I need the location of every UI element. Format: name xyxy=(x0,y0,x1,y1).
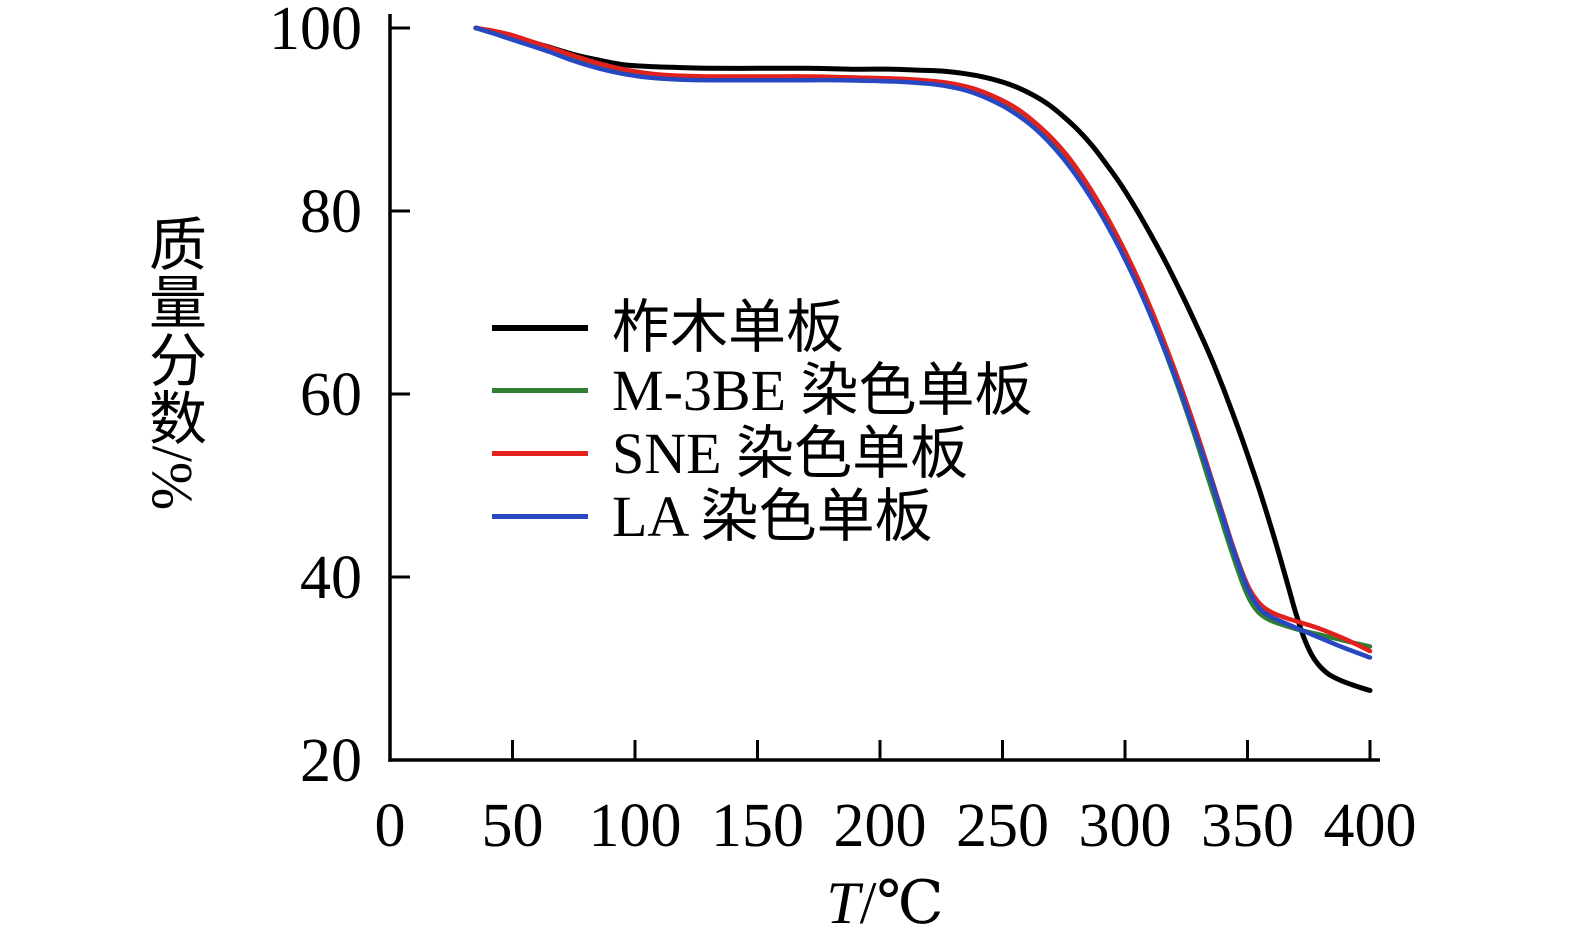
legend-item: LA 染色单板 xyxy=(492,483,1033,549)
y-axis-title-text: 质量分数/% xyxy=(140,213,205,511)
y-tick-label: 100 xyxy=(269,0,362,63)
legend-line-sample xyxy=(492,324,588,331)
x-tick-label: 300 xyxy=(1079,792,1172,860)
legend-label: M-3BE 染色单板 xyxy=(612,357,1033,423)
x-tick-label: 400 xyxy=(1324,792,1417,860)
series-line-0 xyxy=(473,25,1373,693)
legend-item: SNE 染色单板 xyxy=(492,420,1033,486)
x-axis-title: T/℃ xyxy=(826,868,943,938)
x-tick-label: 150 xyxy=(711,792,804,860)
y-tick-label: 60 xyxy=(300,361,362,429)
x-tick-label: 0 xyxy=(375,792,406,860)
x-tick-label: 100 xyxy=(589,792,682,860)
series-line-3 xyxy=(473,25,1373,660)
x-axis-title-unit: /℃ xyxy=(859,870,944,936)
legend-item: 柞木单板 xyxy=(492,294,1033,360)
legend: 柞木单板 M-3BE 染色单板 SNE 染色单板 LA 染色单板 xyxy=(492,294,1033,549)
y-tick-label: 80 xyxy=(300,178,362,246)
legend-item: M-3BE 染色单板 xyxy=(492,357,1033,423)
x-tick-label: 200 xyxy=(834,792,927,860)
x-tick-label: 350 xyxy=(1201,792,1294,860)
y-tick-label: 40 xyxy=(300,544,362,612)
legend-line-sample xyxy=(492,388,588,393)
y-axis-title: 质量分数/% xyxy=(130,214,214,510)
x-axis-title-italic: T xyxy=(826,870,860,936)
legend-label: LA 染色单板 xyxy=(612,483,933,549)
legend-label: 柞木单板 xyxy=(612,294,845,360)
x-tick-label: 250 xyxy=(956,792,1049,860)
legend-label: SNE 染色单板 xyxy=(612,420,969,486)
y-tick-label: 20 xyxy=(300,727,362,795)
legend-line-sample xyxy=(492,514,588,519)
x-tick-label: 50 xyxy=(482,792,544,860)
legend-line-sample xyxy=(492,451,588,456)
